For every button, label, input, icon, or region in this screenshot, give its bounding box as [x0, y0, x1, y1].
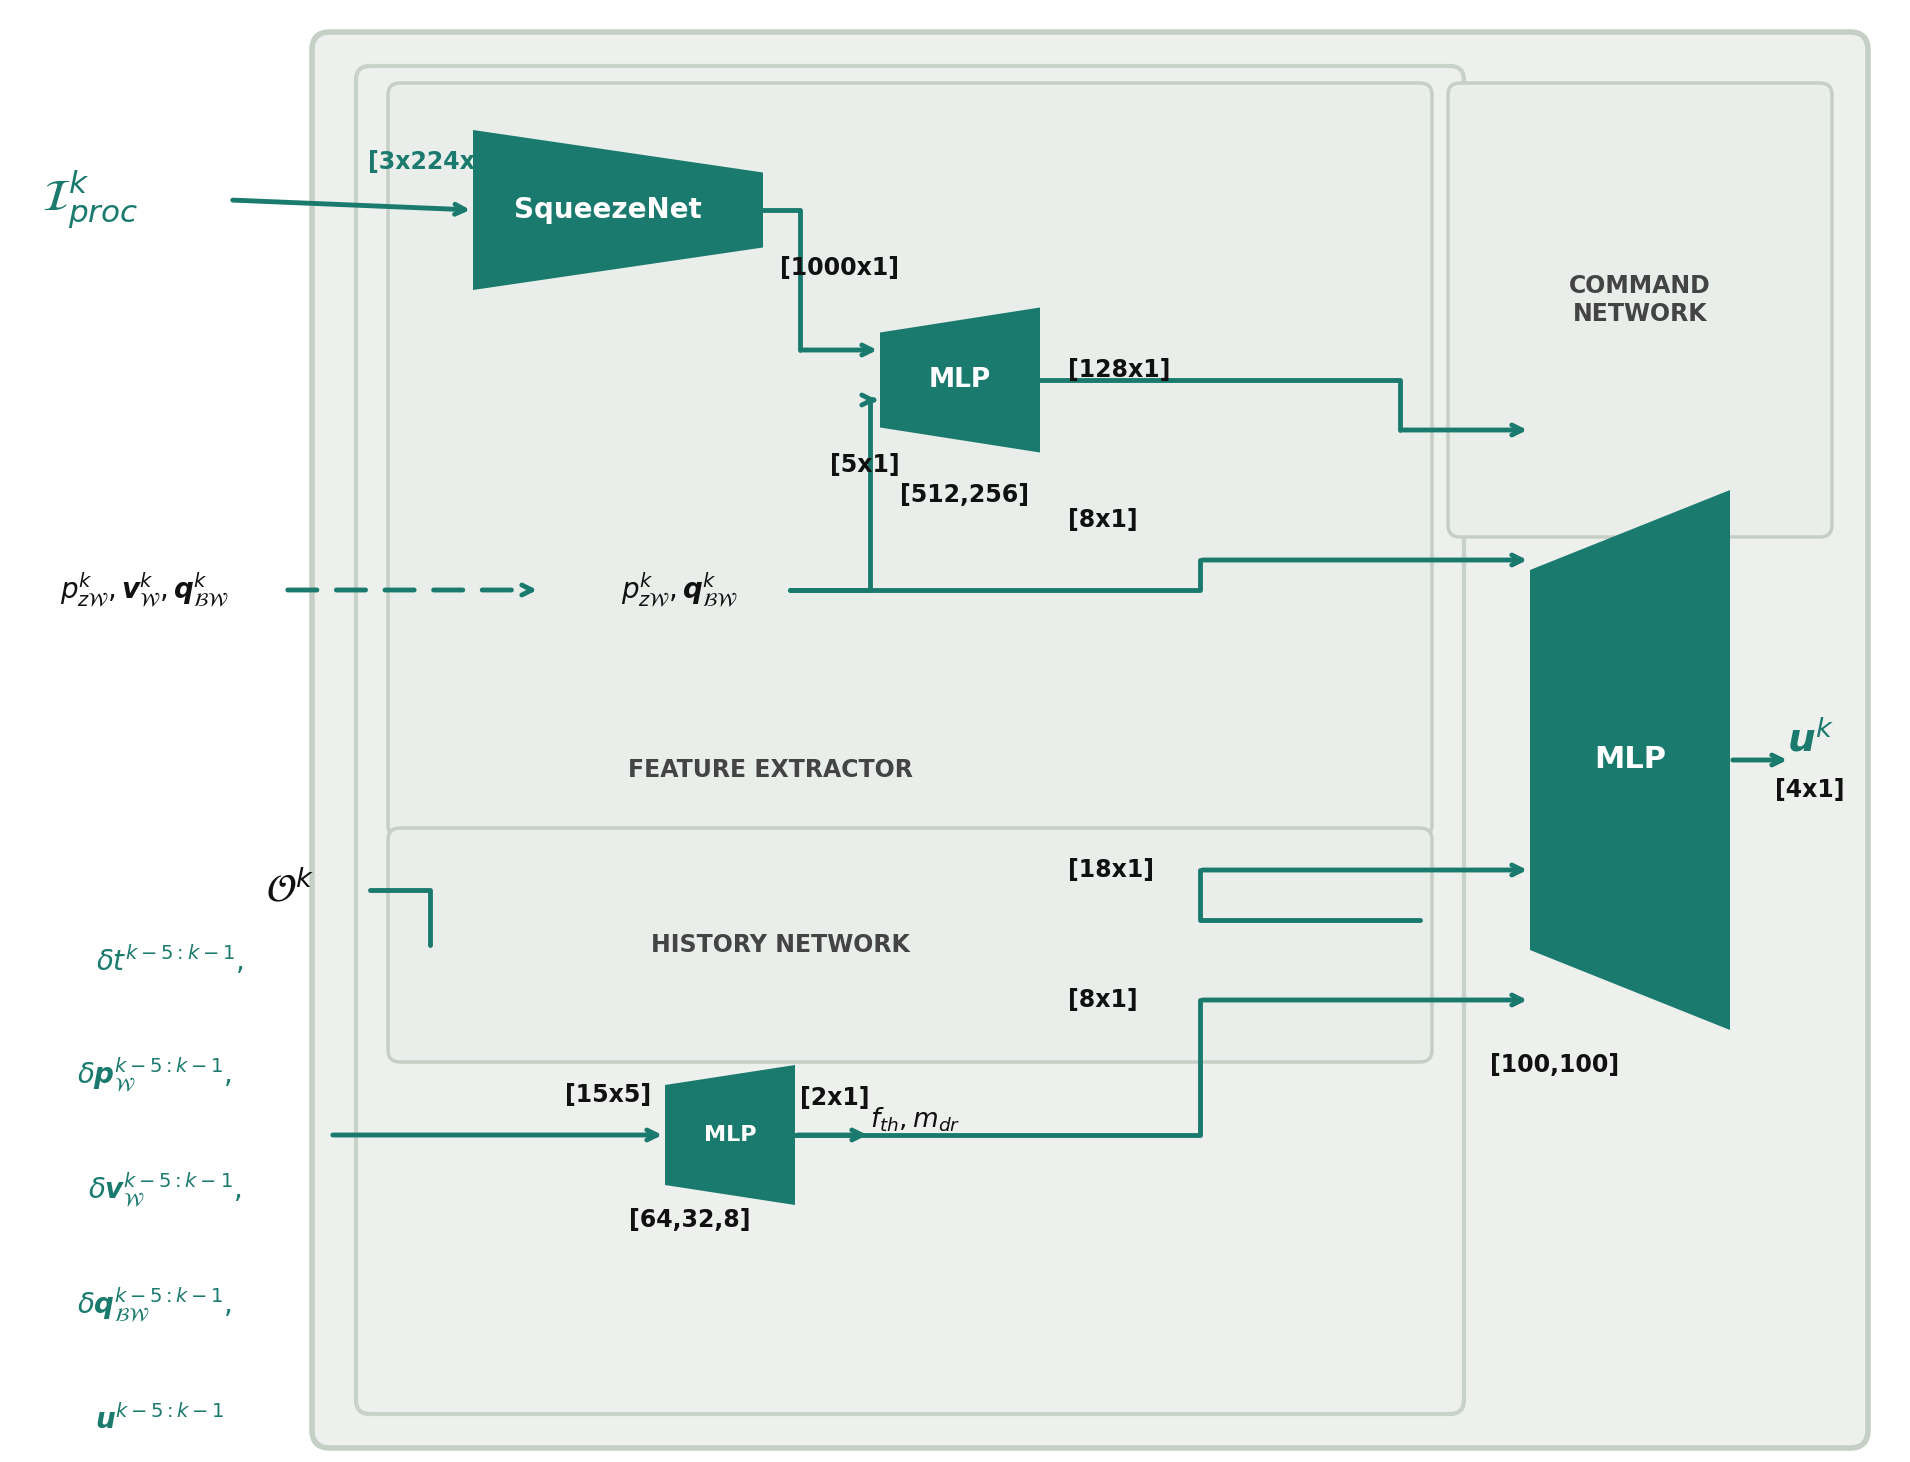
Text: $\delta t^{k-5:k-1},$: $\delta t^{k-5:k-1},$: [96, 943, 244, 977]
Text: FEATURE EXTRACTOR: FEATURE EXTRACTOR: [628, 757, 913, 782]
Text: HISTORY NETWORK: HISTORY NETWORK: [651, 933, 909, 958]
Text: [5x1]: [5x1]: [831, 453, 900, 477]
Polygon shape: [881, 307, 1041, 453]
Text: $\mathcal{I}_{proc}^{k}$: $\mathcal{I}_{proc}^{k}$: [42, 168, 138, 231]
Polygon shape: [1530, 490, 1730, 1031]
Text: $p_{z\mathcal{W}}^{k},\boldsymbol{v}_{\mathcal{W}}^{k},\boldsymbol{q}_{\mathcal{: $p_{z\mathcal{W}}^{k},\boldsymbol{v}_{\m…: [61, 570, 229, 610]
Text: [8x1]: [8x1]: [1068, 507, 1138, 532]
FancyBboxPatch shape: [388, 827, 1432, 1061]
Text: [4x1]: [4x1]: [1774, 778, 1845, 803]
Text: [8x1]: [8x1]: [1068, 988, 1138, 1012]
Text: $p_{z\mathcal{W}}^{k},\boldsymbol{q}_{\mathcal{BW}}^{k}$: $p_{z\mathcal{W}}^{k},\boldsymbol{q}_{\m…: [621, 570, 739, 610]
Polygon shape: [474, 130, 762, 289]
Text: MLP: MLP: [928, 367, 991, 393]
Text: $\delta\boldsymbol{v}_{\mathcal{W}}^{k-5:k-1},$: $\delta\boldsymbol{v}_{\mathcal{W}}^{k-5…: [88, 1171, 243, 1209]
Polygon shape: [665, 1064, 795, 1205]
Text: $\delta\boldsymbol{q}_{\mathcal{BW}}^{k-5:k-1},$: $\delta\boldsymbol{q}_{\mathcal{BW}}^{k-…: [78, 1285, 233, 1325]
Text: $f_{th},m_{dr}$: $f_{th},m_{dr}$: [869, 1105, 961, 1135]
Text: [15x5]: [15x5]: [565, 1083, 651, 1107]
Text: SqueezeNet: SqueezeNet: [514, 196, 701, 224]
FancyBboxPatch shape: [388, 83, 1432, 838]
Text: [64,32,8]: [64,32,8]: [628, 1208, 751, 1232]
Text: [100,100]: [100,100]: [1490, 1053, 1620, 1077]
Text: [128x1]: [128x1]: [1068, 358, 1171, 382]
FancyBboxPatch shape: [1448, 83, 1832, 537]
Text: [3x224x224]: [3x224x224]: [369, 151, 535, 174]
Text: [2x1]: [2x1]: [800, 1086, 869, 1110]
Text: [1000x1]: [1000x1]: [779, 256, 900, 281]
Text: [18x1]: [18x1]: [1068, 858, 1154, 882]
Text: [512,256]: [512,256]: [900, 482, 1029, 507]
Text: MLP: MLP: [703, 1124, 756, 1145]
Text: $\boldsymbol{u}^{k-5:k-1}$: $\boldsymbol{u}^{k-5:k-1}$: [96, 1405, 225, 1436]
FancyBboxPatch shape: [311, 32, 1868, 1447]
FancyBboxPatch shape: [355, 66, 1463, 1414]
Text: $\delta\boldsymbol{p}_{\mathcal{W}}^{k-5:k-1},$: $\delta\boldsymbol{p}_{\mathcal{W}}^{k-5…: [78, 1056, 233, 1095]
Text: $\boldsymbol{u}^{k}$: $\boldsymbol{u}^{k}$: [1786, 721, 1834, 760]
Text: MLP: MLP: [1595, 746, 1666, 775]
Text: $\mathcal{O}^{k}$: $\mathcal{O}^{k}$: [265, 870, 313, 909]
Text: COMMAND
NETWORK: COMMAND NETWORK: [1570, 273, 1711, 326]
